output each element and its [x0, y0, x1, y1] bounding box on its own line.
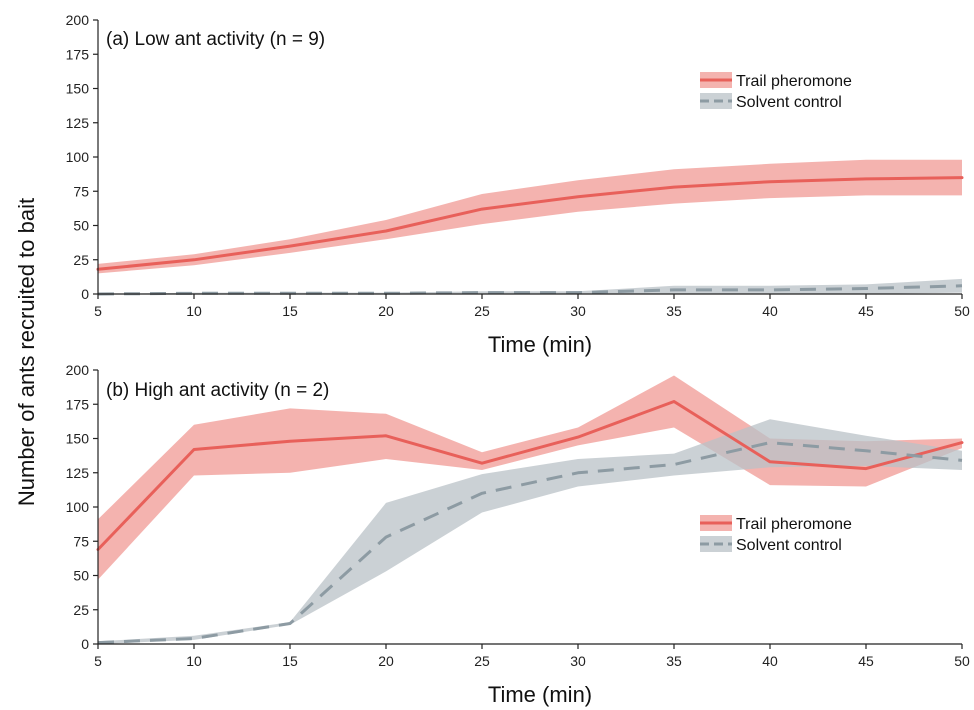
y-tick-label-a: 150 [66, 81, 90, 97]
y-tick-label-a: 200 [66, 12, 90, 28]
point-a-pheromone [673, 186, 676, 189]
y-tick-label-a: 50 [73, 218, 89, 234]
x-tick-label-a: 15 [282, 303, 298, 319]
y-tick-label-a: 25 [73, 252, 89, 268]
panel-title-b: (b) High ant activity (n = 2) [106, 380, 329, 401]
point-b-pheromone [577, 436, 580, 439]
point-a-pheromone [289, 245, 292, 248]
point-b-solvent [769, 441, 772, 444]
point-b-pheromone [481, 462, 484, 465]
x-tick-label-b: 5 [94, 653, 102, 669]
legend-label-b-pheromone: Trail pheromone [736, 516, 852, 533]
point-b-solvent [385, 536, 388, 539]
x-tick-label-a: 40 [762, 303, 778, 319]
band-a-solvent [98, 278, 962, 294]
point-a-pheromone [481, 208, 484, 211]
x-tick-label-b: 40 [762, 653, 778, 669]
y-tick-label-b: 75 [73, 533, 89, 549]
x-tick-label-b: 25 [474, 653, 490, 669]
point-a-solvent [865, 287, 868, 290]
legend-label-a-solvent: Solvent control [736, 94, 842, 111]
y-tick-label-b: 175 [66, 396, 90, 412]
line-a-solvent [97, 284, 963, 296]
point-a-solvent [961, 284, 964, 287]
point-b-solvent [961, 459, 964, 462]
point-b-pheromone [193, 448, 196, 451]
legend-label-a-pheromone: Trail pheromone [736, 73, 852, 90]
x-tick-label-b: 10 [186, 653, 202, 669]
y-tick-label-b: 100 [66, 499, 90, 515]
band-b-solvent [98, 419, 962, 644]
point-b-pheromone [769, 460, 772, 463]
x-tick-label-b: 30 [570, 653, 586, 669]
panel-a: 0 25 50 75 100 125 150 175 200 5 10 15 20 25 30 35 40 45 5… [66, 12, 970, 357]
point-b-pheromone [961, 441, 964, 444]
point-a-pheromone [769, 180, 772, 183]
x-tick-label-a: 20 [378, 303, 394, 319]
legend-label-b-solvent: Solvent control [736, 537, 842, 554]
y-tick-label-b: 25 [73, 602, 89, 618]
panel-title-a: (a) Low ant activity (n = 9) [106, 29, 325, 50]
y-tick-label-a: 75 [73, 183, 89, 199]
point-b-solvent [673, 463, 676, 466]
y-tick-label-a: 175 [66, 46, 90, 62]
point-b-pheromone [865, 467, 868, 470]
x-tick-label-b: 35 [666, 653, 682, 669]
point-a-pheromone [385, 230, 388, 233]
panel-b: 0 25 50 75 100 125 150 175 200 5 10 15 20 25 30 35 40 45 5… [66, 362, 970, 707]
point-b-solvent [577, 471, 580, 474]
point-a-pheromone [865, 177, 868, 180]
x-tick-label-a: 30 [570, 303, 586, 319]
point-b-solvent [193, 637, 196, 640]
point-a-solvent [673, 288, 676, 291]
x-tick-label-b: 50 [954, 653, 970, 669]
point-a-pheromone [193, 258, 196, 261]
line-b-pheromone [96, 400, 964, 551]
band-b-pheromone [98, 375, 962, 580]
x-tick-label-a: 45 [858, 303, 874, 319]
y-tick-label-a: 125 [66, 115, 90, 131]
line-b-solvent [97, 441, 963, 645]
y-tick-label-b: 150 [66, 431, 90, 447]
x-tick-label-a: 5 [94, 303, 102, 319]
x-tick-label-b: 15 [282, 653, 298, 669]
point-b-pheromone [289, 440, 292, 443]
point-a-pheromone [961, 176, 964, 179]
x-tick-label-b: 45 [858, 653, 874, 669]
x-axis-label-b: Time (min) [488, 682, 592, 707]
point-b-solvent [865, 449, 868, 452]
x-tick-label-a: 50 [954, 303, 970, 319]
y-axis-label: Number of ants recruited to bait [14, 198, 39, 506]
point-a-solvent [769, 288, 772, 291]
point-b-solvent [481, 492, 484, 495]
point-b-pheromone [385, 434, 388, 437]
y-tick-label-a: 100 [66, 149, 90, 165]
point-b-solvent [289, 622, 292, 625]
y-tick-label-a: 0 [81, 286, 89, 302]
point-b-pheromone [673, 400, 676, 403]
y-tick-label-b: 200 [66, 362, 90, 378]
x-tick-label-a: 25 [474, 303, 490, 319]
x-tick-label-b: 20 [378, 653, 394, 669]
point-a-pheromone [577, 195, 580, 198]
y-tick-label-b: 0 [81, 636, 89, 652]
band-a-pheromone [98, 159, 962, 274]
x-tick-label-a: 35 [666, 303, 682, 319]
line-a-pheromone [96, 176, 964, 271]
x-tick-label-a: 10 [186, 303, 202, 319]
x-axis-label-a: Time (min) [488, 332, 592, 357]
y-tick-label-b: 125 [66, 465, 90, 481]
y-tick-label-b: 50 [73, 568, 89, 584]
